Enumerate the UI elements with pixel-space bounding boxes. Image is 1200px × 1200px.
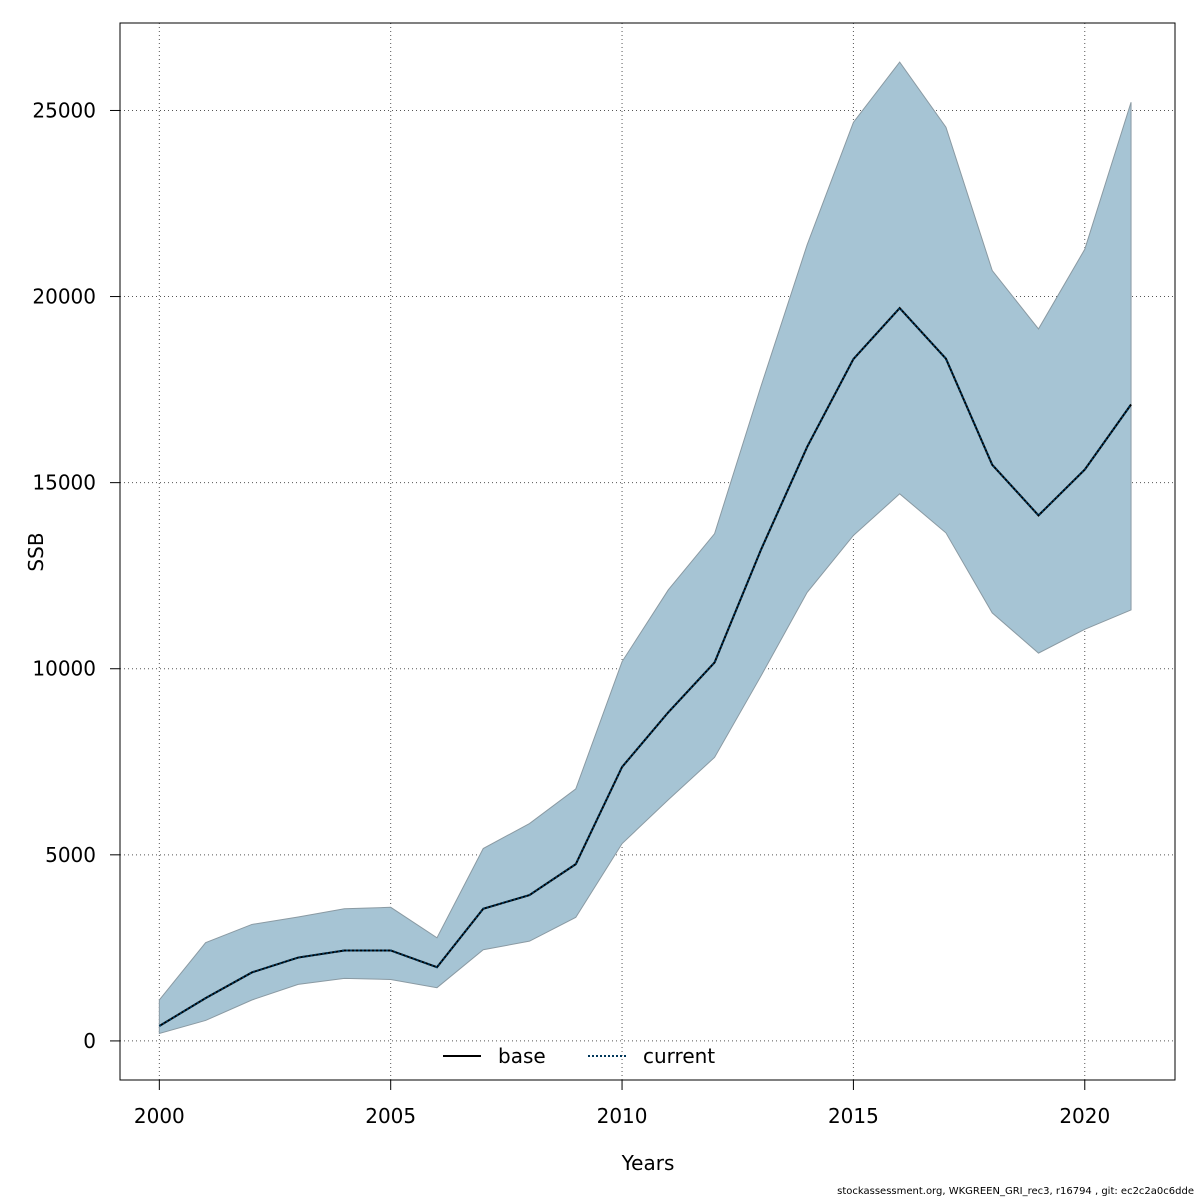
y-tick-label-25000: 25000 [32, 98, 96, 122]
x-tick-label-2005: 2005 [365, 1104, 416, 1128]
series-lines-layer [158, 306, 1132, 1027]
y-axis-title: SSB [24, 532, 48, 571]
footer-caption: stockassessment.org, WKGREEN_GRI_rec3, r… [837, 1186, 1194, 1197]
y-tick-label-5000: 5000 [45, 843, 96, 867]
y-tick-label-20000: 20000 [32, 285, 96, 309]
x-tick-label-2000: 2000 [134, 1104, 185, 1128]
legend-label-base: base [498, 1044, 546, 1068]
y-tick-label-10000: 10000 [32, 657, 96, 681]
x-axis: 2000 2005 2010 2015 2020 [134, 1079, 1110, 1128]
legend: base current [443, 1044, 715, 1068]
y-tick-label-15000: 15000 [32, 471, 96, 495]
legend-label-current: current [643, 1044, 715, 1068]
confidence-band-layer [158, 61, 1132, 1035]
x-tick-label-2020: 2020 [1059, 1104, 1110, 1128]
x-tick-label-2015: 2015 [828, 1104, 879, 1128]
x-axis-title: Years [621, 1151, 675, 1175]
x-tick-label-2010: 2010 [597, 1104, 648, 1128]
y-tick-label-0: 0 [83, 1029, 96, 1053]
confidence-band [158, 61, 1132, 1035]
series-line-current [158, 306, 1132, 1027]
y-axis: 0 5000 10000 15000 20000 25000 [32, 98, 121, 1053]
